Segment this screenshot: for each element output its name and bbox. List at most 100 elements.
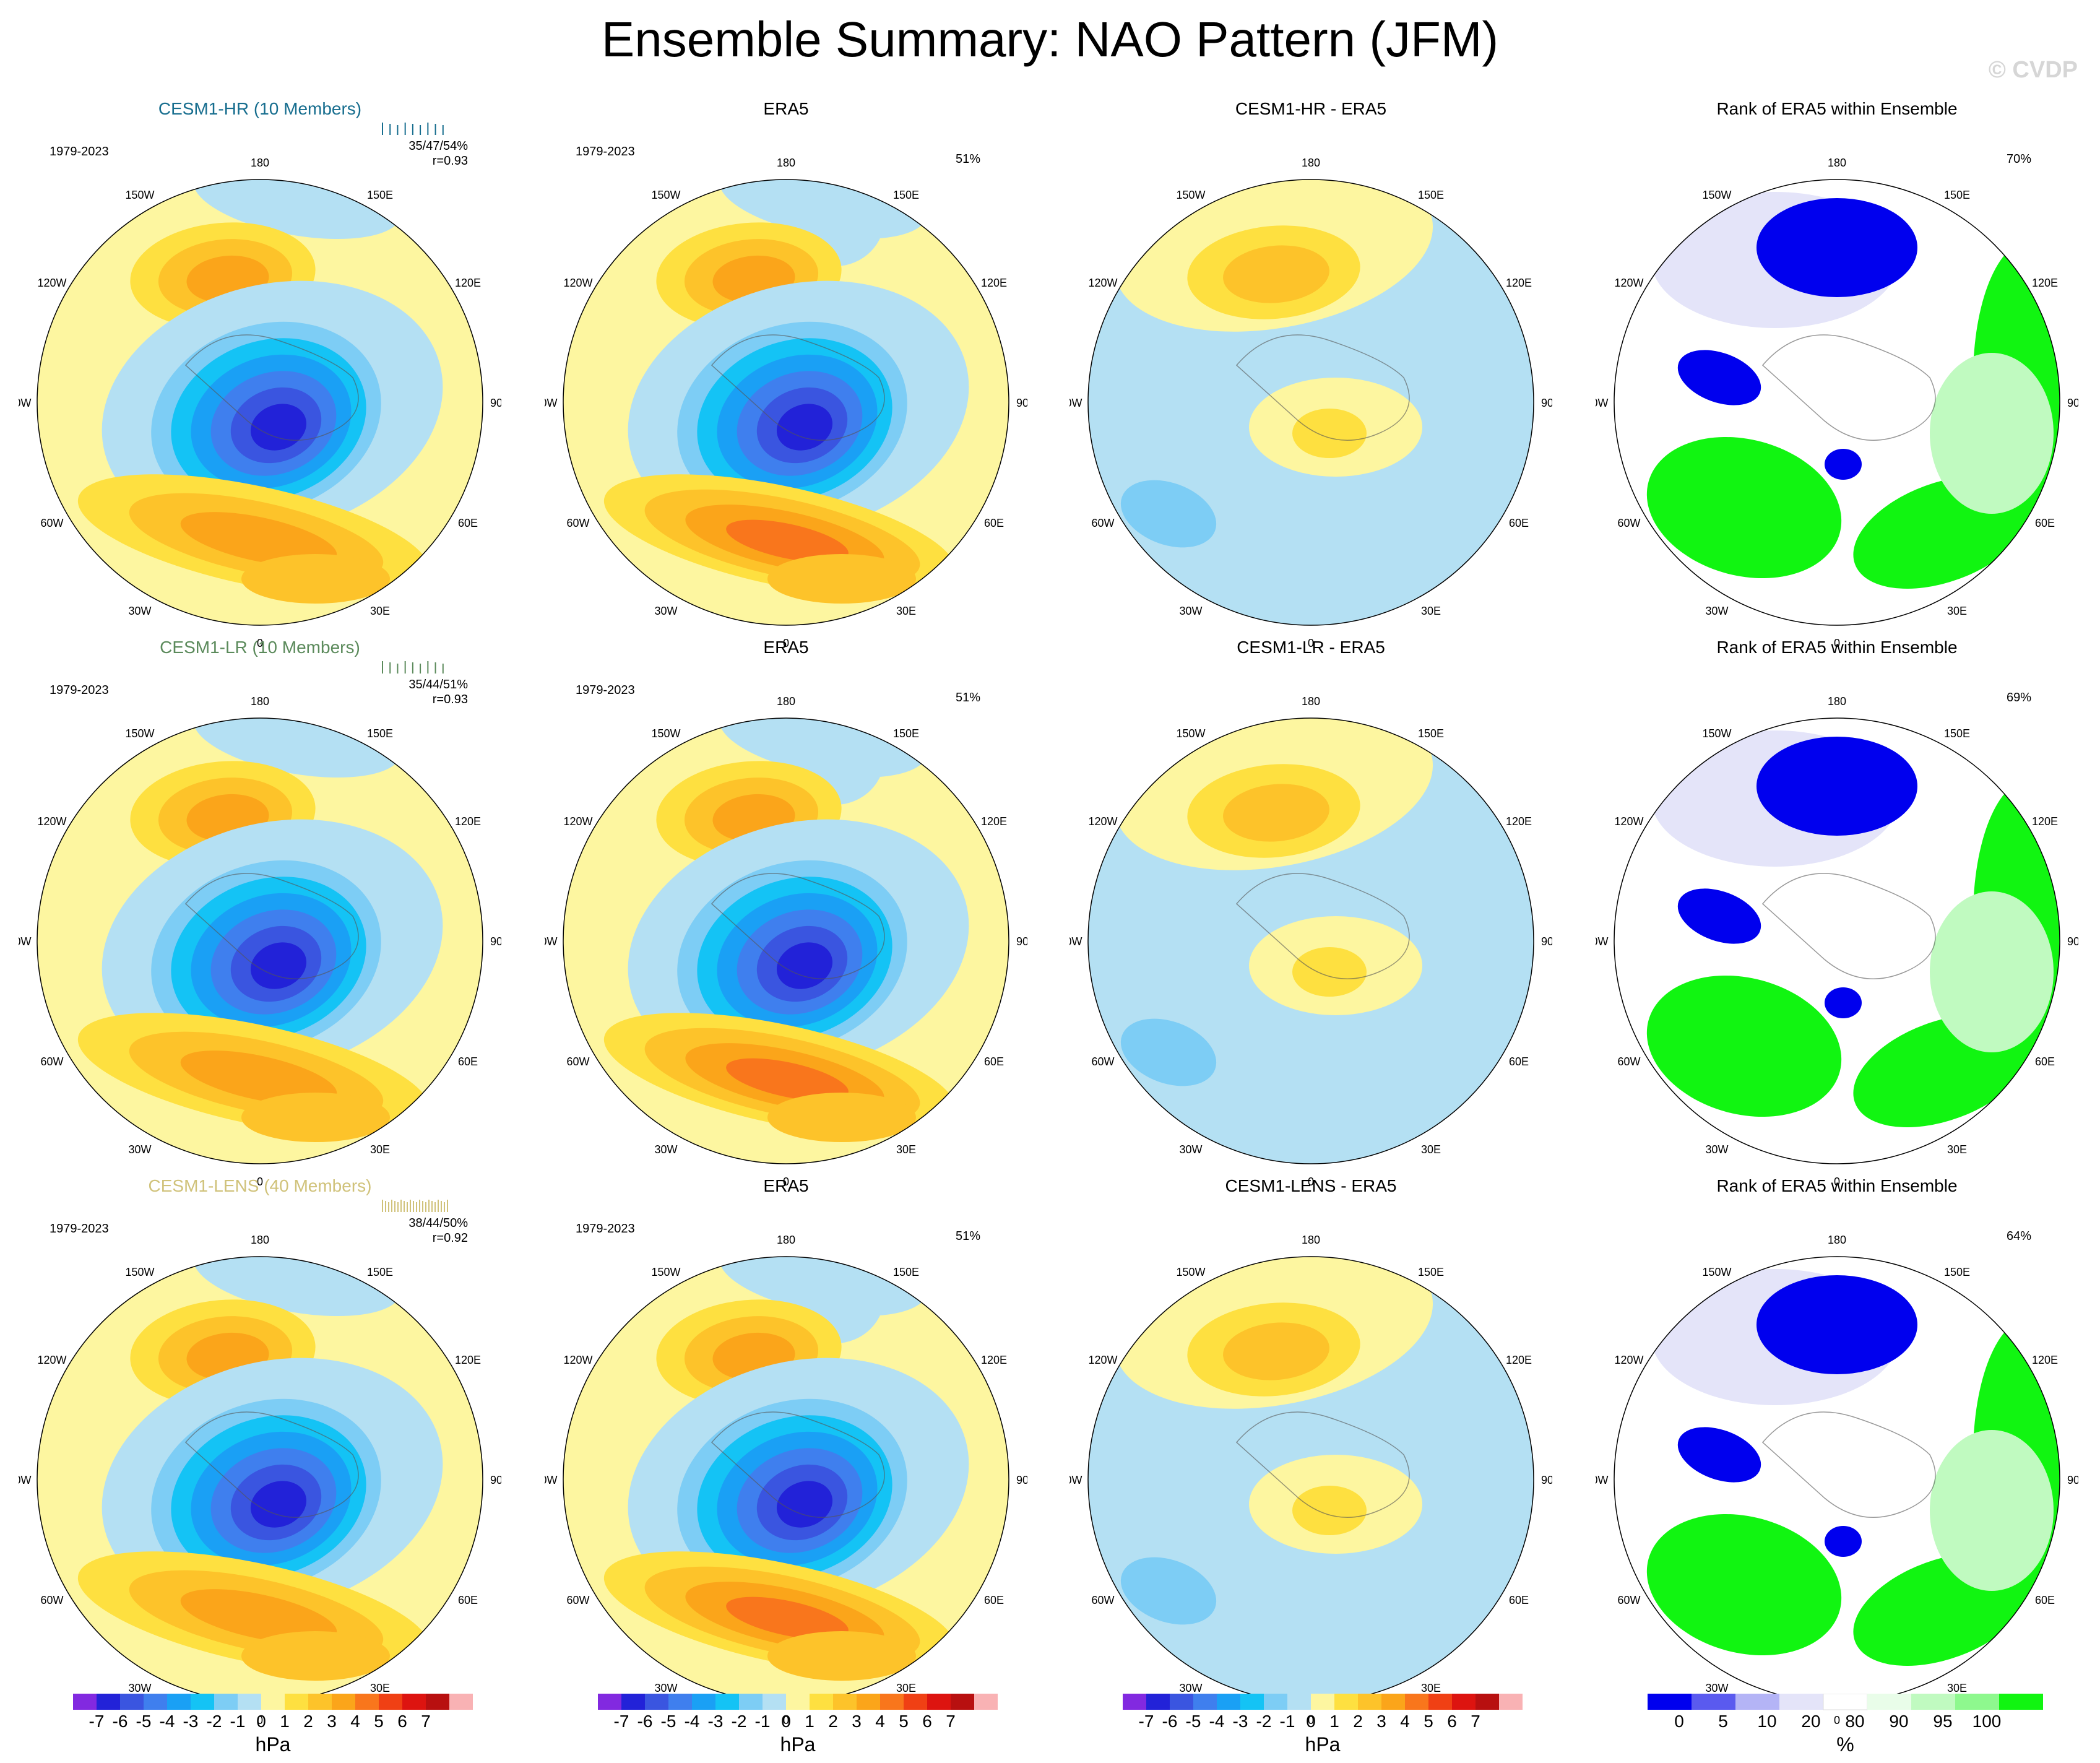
longitude-label: 120W xyxy=(37,815,66,828)
colorbar-segment xyxy=(1264,1694,1287,1710)
map-boundary xyxy=(1087,717,1534,1164)
colorbar-segment xyxy=(763,1694,786,1710)
longitude-label: 90W xyxy=(1596,935,1609,948)
colorbar-segment xyxy=(1381,1694,1405,1710)
colorbar-segment xyxy=(1428,1694,1452,1710)
map-boundary xyxy=(563,717,1009,1164)
colorbar-segment xyxy=(880,1694,904,1710)
rank-colorbar-segment xyxy=(1823,1694,1868,1710)
rank-colorbar-segment xyxy=(1735,1694,1779,1710)
colorbar-tick-label: -7 xyxy=(89,1712,105,1731)
polar-map: 180 150E 120E 90E 60E 30E 0 30W 60W 90W 120W 150W xyxy=(545,157,1027,649)
colorbar-units: hPa xyxy=(780,1733,816,1756)
panel-title: CESM1-LR (10 Members) xyxy=(160,638,360,657)
longitude-label: 90W xyxy=(19,935,32,948)
longitude-label: 90E xyxy=(490,935,501,948)
panel-era5: ERA5 1979-2023 51% 180 150E 120E 90E 60E 30E 0 30W… xyxy=(545,1176,1027,1726)
longitude-label: 60W xyxy=(1091,517,1114,529)
longitude-label: 180 xyxy=(251,157,269,169)
longitude-label: 60W xyxy=(1617,1055,1640,1068)
colorbar-segment xyxy=(379,1694,402,1710)
colorbar-segment xyxy=(402,1694,426,1710)
panel-title: Rank of ERA5 within Ensemble xyxy=(1716,1176,1958,1195)
period-label: 1979-2023 xyxy=(576,1222,635,1236)
colorbar-segment xyxy=(120,1694,144,1710)
panel-era5: ERA5 1979-2023 51% 180 150E 120E 90E 60E 30E 0 30W… xyxy=(545,99,1027,649)
longitude-label: 30E xyxy=(1421,1682,1441,1694)
longitude-label: 30E xyxy=(370,1682,390,1694)
longitude-label: 150E xyxy=(1944,1266,1970,1278)
period-label: 1979-2023 xyxy=(50,1222,109,1236)
longitude-label: 60W xyxy=(1617,1594,1640,1606)
rank-colorbar-segment xyxy=(1955,1694,1999,1710)
longitude-label: 150W xyxy=(125,727,154,740)
europe-positive-patch xyxy=(241,554,390,604)
ensemble-member-ticks xyxy=(382,1200,448,1212)
colorbar-segment xyxy=(1358,1694,1381,1710)
colorbar-segment xyxy=(1405,1694,1428,1710)
europe-positive-core xyxy=(1292,947,1367,997)
colorbar-segment xyxy=(144,1694,167,1710)
copyright-watermark: © CVDP xyxy=(1988,57,2078,83)
colorbar-tick-label: 5 xyxy=(374,1712,384,1731)
europe-positive-patch xyxy=(241,1631,390,1681)
europe-positive-patch xyxy=(767,554,916,604)
longitude-label: 150W xyxy=(651,189,680,201)
longitude-label: 30E xyxy=(896,1143,916,1156)
longitude-label: 120W xyxy=(1088,1354,1117,1366)
atlantic-negative-core xyxy=(1120,1557,1217,1625)
longitude-label: 90E xyxy=(1016,935,1027,948)
colorbar-segment xyxy=(951,1694,974,1710)
longitude-label: 0 xyxy=(257,637,263,649)
colorbar-tick-label: -5 xyxy=(661,1712,676,1731)
colorbar-segment xyxy=(191,1694,214,1710)
map-boundary xyxy=(1087,179,1534,626)
longitude-label: 30E xyxy=(1947,1143,1967,1156)
map-field xyxy=(563,1257,1009,1702)
longitude-label: 60W xyxy=(40,517,63,529)
longitude-label: 120W xyxy=(37,277,66,289)
longitude-label: 30W xyxy=(1705,605,1728,617)
rank-colorbar-units: % xyxy=(1836,1733,1854,1756)
panel-model: CESM1-HR (10 Members) 1979-2023 35/47/54% r… xyxy=(19,99,501,649)
rank-colorbar-segment xyxy=(1779,1694,1823,1710)
longitude-label: 90W xyxy=(1069,1474,1082,1486)
lowest-rank-patch xyxy=(1677,888,1761,944)
map-boundary xyxy=(37,717,483,1164)
colorbar-segment xyxy=(426,1694,449,1710)
colorbar-segment xyxy=(97,1694,120,1710)
colorbar-segment xyxy=(355,1694,379,1710)
colorbar-segment xyxy=(261,1694,285,1710)
pattern-correlation: r=0.93 xyxy=(432,154,468,168)
colorbar-segment xyxy=(692,1694,715,1710)
colorbar-tick-label: 6 xyxy=(1447,1712,1457,1731)
colorbar-tick-label: -2 xyxy=(1256,1712,1272,1731)
colorbar-tick-label: -4 xyxy=(1209,1712,1225,1731)
longitude-label: 30W xyxy=(1705,1143,1728,1156)
longitude-label: 90W xyxy=(1596,1474,1609,1486)
longitude-label: 150W xyxy=(125,1266,154,1278)
longitude-label: 60E xyxy=(1509,1055,1529,1068)
longitude-label: 60E xyxy=(458,1594,478,1606)
colorbar-units: hPa xyxy=(255,1733,291,1756)
colorbar-segment xyxy=(645,1694,668,1710)
panel-model: CESM1-LR (10 Members) 1979-2023 35/44/51% r… xyxy=(19,638,501,1188)
longitude-label: 150W xyxy=(1176,1266,1205,1278)
colorbar-tick-label: -1 xyxy=(230,1712,246,1731)
period-label: 1979-2023 xyxy=(576,683,635,697)
panel-rank: Rank of ERA5 within Ensemble 64% 180 150E 12… xyxy=(1596,1176,2078,1726)
coastline xyxy=(1235,873,1410,979)
rank-tick-label: 0 xyxy=(1674,1712,1684,1731)
colorbar-tick-label: 5 xyxy=(899,1712,909,1731)
map-boundary xyxy=(563,179,1009,626)
longitude-label: 180 xyxy=(1828,157,1846,169)
panel-title: CESM1-LENS (40 Members) xyxy=(148,1176,372,1195)
longitude-label: 30W xyxy=(1179,1682,1202,1694)
rank-colorbar-segment xyxy=(1648,1694,1692,1710)
colorbar-segment xyxy=(73,1694,97,1710)
longitude-label: 90E xyxy=(2067,935,2078,948)
longitude-label: 180 xyxy=(777,695,795,708)
arctic-low-center xyxy=(250,1481,307,1528)
colorbar-segment xyxy=(238,1694,261,1710)
longitude-label: 0 xyxy=(1834,637,1840,649)
